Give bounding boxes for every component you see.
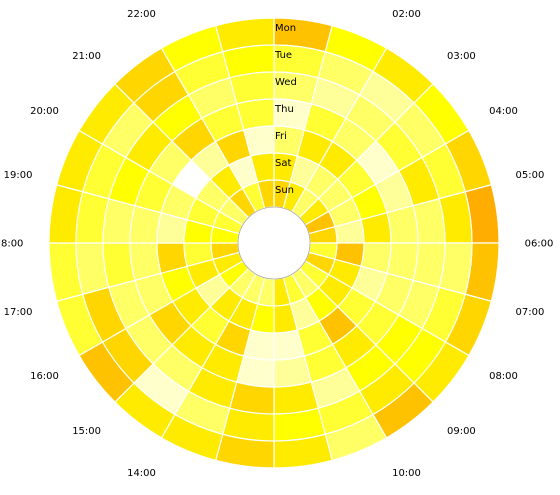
center-hole <box>237 206 311 280</box>
hour-label-15: 15:00 <box>72 426 101 437</box>
day-label-thu: Thu <box>274 104 294 115</box>
day-label-sat: Sat <box>275 158 291 169</box>
hour-label-8: 08:00 <box>489 371 518 382</box>
hour-label-20: 20:00 <box>30 106 59 117</box>
day-label-mon: Mon <box>275 23 296 34</box>
heatmap-cell-thu-11 <box>273 355 313 388</box>
heatmap-cell-thu-17 <box>129 242 162 282</box>
hour-label-9: 09:00 <box>447 426 476 437</box>
hour-label-4: 04:00 <box>489 106 518 117</box>
heatmap-cells <box>48 17 500 469</box>
hour-label-16: 16:00 <box>30 371 59 382</box>
day-label-fri: Fri <box>275 131 287 142</box>
hour-label-7: 07:00 <box>516 307 545 318</box>
hour-label-19: 19:00 <box>4 170 33 181</box>
day-label-sun: Sun <box>275 185 294 196</box>
hour-label-2: 02:00 <box>392 9 421 20</box>
hour-label-17: 17:00 <box>4 307 33 318</box>
hour-label-10: 10:00 <box>392 468 421 479</box>
day-labels: Mon Tue Wed Thu Fri Sat Sun <box>274 23 297 196</box>
heatmap-cell-thu-5 <box>386 204 419 244</box>
heatmap-cell-thu-23 <box>235 98 275 131</box>
hour-label-6: 06:00 <box>525 239 554 250</box>
hour-label-3: 03:00 <box>447 51 476 62</box>
hour-label-21: 21:00 <box>72 51 101 62</box>
day-label-wed: Wed <box>275 77 297 88</box>
hour-label-18: 18:00 <box>0 239 23 250</box>
day-label-tue: Tue <box>274 50 292 61</box>
hour-label-5: 05:00 <box>516 170 545 181</box>
hour-label-14: 14:00 <box>127 468 156 479</box>
hour-label-22: 22:00 <box>127 9 156 20</box>
